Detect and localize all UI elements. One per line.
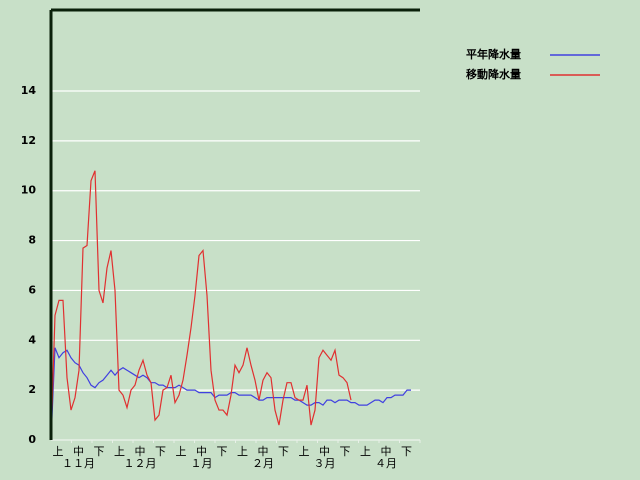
y-tick-label: 4 [28, 333, 36, 346]
x-period-label: 中 [319, 445, 330, 458]
y-tick-label: 14 [21, 84, 37, 97]
x-month-label: ３月 [314, 457, 336, 470]
y-tick-label: 8 [28, 234, 36, 247]
x-period-label: 上 [176, 445, 187, 458]
x-month-label: ４月 [375, 457, 397, 470]
x-month-label: １２月 [124, 457, 157, 470]
x-period-label: 中 [196, 445, 207, 458]
y-tick-label: 10 [21, 184, 37, 197]
x-period-label: 中 [258, 445, 269, 458]
x-period-label: 下 [340, 445, 351, 458]
x-period-label: 中 [73, 445, 84, 458]
x-period-label: 下 [94, 445, 105, 458]
x-period-label: 下 [217, 445, 228, 458]
legend-label: 移動降水量 [466, 67, 521, 81]
y-tick-label: 0 [28, 433, 36, 446]
x-period-label: 下 [401, 445, 412, 458]
x-period-label: 上 [53, 445, 64, 458]
y-tick-label: 12 [21, 134, 36, 147]
x-month-label: １１月 [62, 457, 95, 470]
y-tick-label: 6 [28, 283, 36, 296]
x-period-label: 中 [135, 445, 146, 458]
x-period-label: 上 [299, 445, 310, 458]
x-period-label: 下 [155, 445, 166, 458]
x-period-label: 上 [114, 445, 125, 458]
x-period-label: 上 [360, 445, 371, 458]
legend-label: 平年降水量 [466, 47, 521, 61]
series-line [50, 170, 352, 441]
x-period-label: 下 [278, 445, 289, 458]
y-tick-label: 2 [28, 383, 36, 396]
x-month-label: １月 [191, 457, 213, 470]
x-period-label: 中 [381, 445, 392, 458]
x-month-label: ２月 [252, 457, 274, 470]
x-period-label: 上 [237, 445, 248, 458]
